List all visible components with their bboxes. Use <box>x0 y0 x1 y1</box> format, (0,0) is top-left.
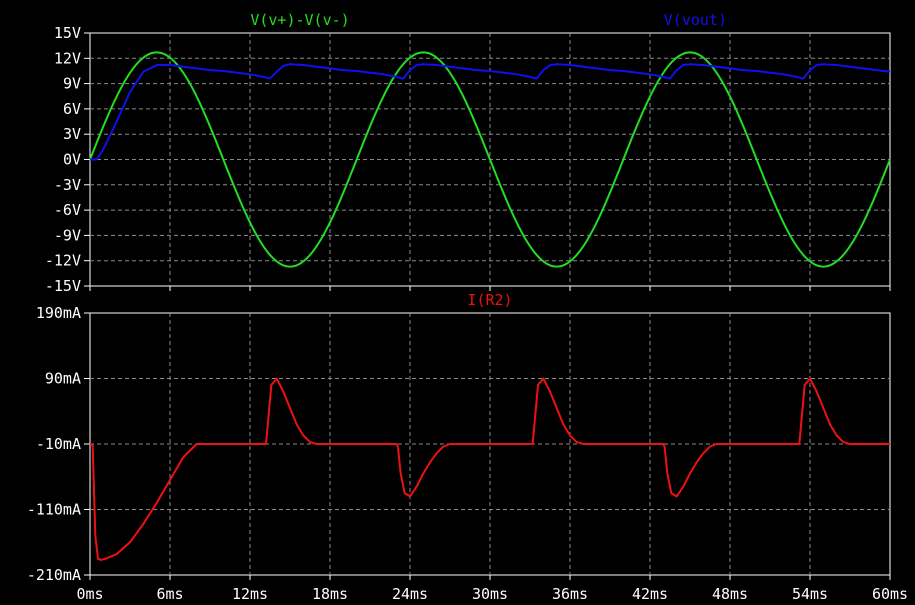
voltage-y-tick-label: 12V <box>54 49 81 67</box>
x-tick-label: 48ms <box>712 585 748 603</box>
trace-i-r2[interactable] <box>89 377 890 561</box>
x-tick-label: 36ms <box>552 585 588 603</box>
x-tick-label: 24ms <box>392 585 428 603</box>
voltage-y-tick-label: 9V <box>63 75 81 93</box>
x-tick-label: 6ms <box>156 585 183 603</box>
trace-v-vout[interactable] <box>90 63 891 161</box>
legend-label-v-vout[interactable]: V(vout) <box>664 11 727 29</box>
x-tick-label: 0ms <box>76 585 103 603</box>
current-y-tick-label: -10mA <box>36 435 81 453</box>
x-tick-label: 60ms <box>872 585 908 603</box>
voltage-y-tick-label: 6V <box>63 100 81 118</box>
x-tick-label: 12ms <box>232 585 268 603</box>
x-tick-label: 54ms <box>792 585 828 603</box>
legend-label-i-r2[interactable]: I(R2) <box>467 291 512 309</box>
voltage-y-tick-label: 3V <box>63 125 81 143</box>
legend-label-v-v-v-v[interactable]: V(v+)-V(v-) <box>250 11 349 29</box>
current-y-tick-label: -110mA <box>27 501 81 519</box>
voltage-y-tick-label: -9V <box>54 226 81 244</box>
x-tick-label: 30ms <box>472 585 508 603</box>
current-pane[interactable]: 0ms 6ms 12ms 18ms 24ms 30ms 36ms 42ms 48ms 54ms 60… <box>27 291 908 603</box>
voltage-pane[interactable]: 15V 12V 9V 6V 3V 0V -3V -6V -9V -12V -15V V(v+)-V(v… <box>45 11 891 295</box>
voltage-y-tick-label: -6V <box>54 201 81 219</box>
current-y-tick-label: 190mA <box>36 304 81 322</box>
voltage-y-tick-label: -12V <box>45 252 81 270</box>
trace-v-v-v-v[interactable] <box>89 51 891 268</box>
x-tick-label: 18ms <box>312 585 348 603</box>
voltage-y-tick-label: -15V <box>45 277 81 295</box>
voltage-y-tick-label: -3V <box>54 176 81 194</box>
current-y-tick-label: -210mA <box>27 566 81 584</box>
current-y-tick-label: 90mA <box>45 370 81 388</box>
voltage-y-tick-label: 15V <box>54 24 81 42</box>
voltage-y-tick-label: 0V <box>63 151 81 169</box>
x-tick-label: 42ms <box>632 585 668 603</box>
